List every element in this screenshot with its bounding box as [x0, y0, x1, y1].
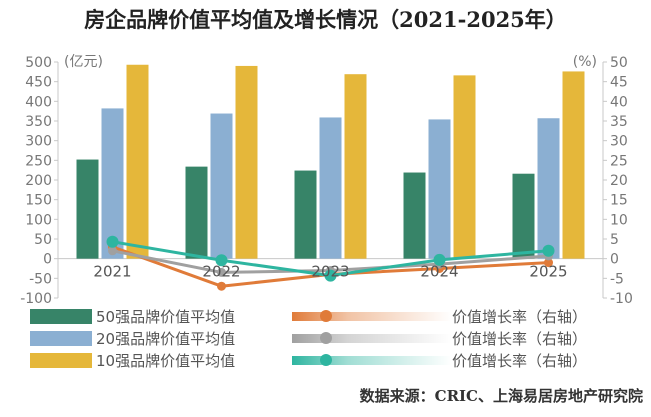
legend-line-marker	[320, 310, 332, 322]
chart-title: 房企品牌价值平均值及增长情况（2021-2025年）	[84, 7, 567, 32]
point-top10-growth-2021	[106, 235, 119, 248]
category-labels: 2021 2022 2023 2024 2025	[93, 263, 567, 281]
left-tick-label: 100	[25, 212, 52, 228]
legend-bar-swatch	[30, 309, 92, 324]
right-tick-label: 50	[610, 55, 628, 71]
point-top20-growth-2022	[217, 267, 226, 277]
legend-bar-swatch	[30, 331, 92, 346]
right-tick-label: 40	[610, 94, 628, 110]
left-tick-label: 150	[25, 193, 52, 209]
point-top50-growth-2025	[544, 258, 553, 268]
bar-top10-2022	[235, 65, 258, 259]
legend-line-swatch	[292, 334, 452, 343]
bar-top10-2025	[562, 71, 585, 259]
legend-line-marker	[320, 332, 332, 344]
right-tick-label: -10	[610, 291, 633, 307]
right-tick-label: 10	[610, 212, 628, 228]
right-tick-label: 25	[610, 153, 628, 169]
right-tick-label: 45	[610, 75, 628, 91]
category-label: 2022	[202, 263, 240, 281]
left-tick-label: 500	[25, 55, 52, 71]
left-tick-label: 400	[25, 94, 52, 110]
legend-line-swatch	[292, 356, 452, 365]
legend-bar-label: 50强品牌价值平均值	[96, 308, 235, 326]
legend-line-label: 价值增长率（右轴）	[452, 330, 587, 348]
point-top10-growth-2022	[215, 254, 228, 267]
right-tick-label: 30	[610, 134, 628, 150]
left-tick-label: -100	[20, 291, 52, 307]
legend-line-label: 价值增长率（右轴）	[452, 308, 587, 326]
bar-top10-2023	[344, 74, 367, 259]
point-top50-growth-2022	[217, 281, 226, 291]
legend-line-marker	[320, 354, 332, 366]
left-tick-label: 200	[25, 173, 52, 189]
right-tick-label: 0	[610, 252, 619, 268]
right-axis-unit: (%)	[573, 54, 597, 70]
bar-top50-2024	[403, 172, 426, 259]
point-top10-growth-2025	[542, 244, 555, 257]
legend-bar-label: 10强品牌价值平均值	[96, 352, 235, 370]
point-top10-growth-2024	[433, 253, 446, 266]
bar-top20-2023	[319, 117, 342, 259]
right-tick-label: 5	[610, 232, 619, 248]
left-tick-label: 300	[25, 134, 52, 150]
category-label: 2023	[311, 263, 349, 281]
bar-top10-2021	[126, 64, 149, 259]
category-label: 2024	[420, 263, 458, 281]
left-tick-label: 50	[34, 232, 52, 248]
left-tick-label: 350	[25, 114, 52, 130]
bar-top10-2024	[453, 75, 476, 259]
bar-top20-2024	[428, 119, 451, 259]
category-label: 2025	[529, 263, 567, 281]
bar-top20-2022	[210, 113, 233, 259]
legend-bar-swatch	[30, 353, 92, 368]
left-tick-label: 450	[25, 75, 52, 91]
left-tick-label: 250	[25, 153, 52, 169]
point-top10-growth-2023	[324, 269, 337, 282]
bar-top50-2021	[76, 159, 99, 259]
bar-top20-2021	[101, 108, 124, 259]
bar-top50-2022	[185, 166, 208, 259]
bar-top20-2025	[537, 118, 560, 259]
category-label: 2021	[93, 263, 131, 281]
legend-line-swatch	[292, 312, 452, 321]
right-tick-label: 20	[610, 173, 628, 189]
source-note: 数据来源：CRIC、上海易居房地产研究院	[359, 387, 643, 405]
right-tick-label: -5	[610, 271, 624, 287]
left-tick-label: 0	[43, 252, 52, 268]
right-tick-label: 15	[610, 193, 628, 209]
legend-line-label: 价值增长率（右轴）	[452, 352, 587, 370]
growth-lines	[106, 235, 555, 291]
left-axis-unit: (亿元)	[64, 54, 103, 70]
right-tick-label: 35	[610, 114, 628, 130]
legend: 50强品牌价值平均值 价值增长率（右轴）20强品牌价值平均值 价值增长率（右轴）10…	[30, 308, 587, 370]
left-tick-label: -50	[29, 271, 52, 287]
legend-bar-label: 20强品牌价值平均值	[96, 330, 235, 348]
bars	[76, 64, 585, 259]
bar-top50-2023	[294, 170, 317, 259]
point-top20-growth-2021	[108, 246, 117, 256]
bar-top50-2025	[512, 173, 535, 259]
